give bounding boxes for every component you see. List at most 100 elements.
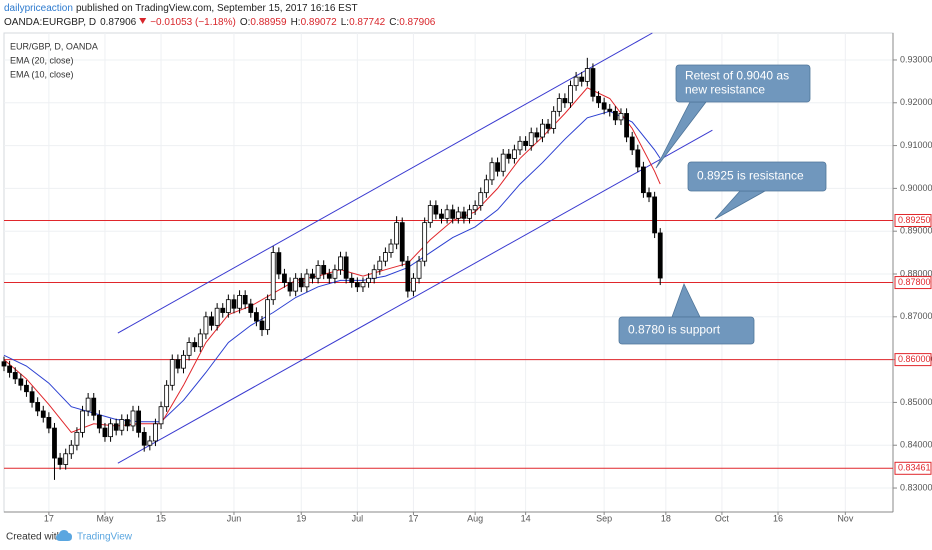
candle-body [506, 153, 512, 159]
candle-body [652, 196, 658, 234]
candle-body [573, 76, 579, 87]
candle-body [220, 307, 226, 313]
ohlc-key: O: [240, 17, 251, 28]
candle-body [147, 440, 153, 446]
level-label: 0.87800 [898, 277, 931, 287]
candle-body [270, 252, 276, 301]
callout-text: Retest of 0.9040 as [685, 69, 789, 83]
footer-text: Created with [6, 532, 62, 543]
y-tick-label: 0.83000 [900, 482, 932, 492]
candle-body [399, 222, 405, 262]
x-tick-label: 14 [521, 513, 531, 523]
candle-body [186, 342, 192, 356]
candle-body [141, 431, 147, 446]
candle-body [618, 113, 624, 121]
candle-body [641, 166, 646, 194]
y-tick-label: 0.93000 [900, 54, 932, 64]
candle-body [203, 316, 209, 335]
candle-body [596, 95, 601, 104]
candle-body [394, 222, 400, 245]
candle-body [276, 252, 282, 275]
candle-body [57, 457, 63, 465]
candle-body [388, 243, 394, 253]
level-label: 0.83461 [898, 463, 931, 473]
candle-body [657, 232, 663, 279]
candle-body [427, 205, 433, 224]
candle-body [377, 260, 383, 271]
candle-body [119, 419, 125, 431]
y-tick-label: 0.90000 [900, 183, 932, 193]
candle-body [80, 410, 85, 433]
channel-line [117, 32, 653, 334]
callout-text: 0.8780 is support [628, 323, 721, 337]
ohlc-value: 0.87742 [349, 17, 386, 28]
plot-frame [3, 32, 894, 513]
candle-body [332, 269, 338, 279]
candle-body [360, 282, 366, 288]
x-tick-label: May [96, 513, 114, 523]
candle-body [181, 354, 186, 369]
callout-text: 0.8925 is resistance [697, 169, 804, 183]
candle-body [12, 372, 18, 380]
candle-body [366, 277, 371, 283]
y-tick-label: 0.87000 [900, 311, 932, 321]
down-arrow [139, 18, 147, 24]
candle-body [242, 295, 248, 305]
candle-body [310, 273, 315, 279]
candle-body [209, 316, 214, 326]
candle-body [197, 333, 203, 348]
callout-box [675, 64, 811, 103]
candle-body [304, 273, 310, 288]
candle-body [607, 108, 613, 112]
candle-body [629, 136, 635, 151]
candle-body [265, 299, 271, 331]
ohlc-value: 0.87906 [399, 17, 436, 28]
candle-body [253, 312, 259, 322]
candle-body [124, 419, 130, 427]
candle-body [326, 273, 332, 279]
level-tag [894, 276, 932, 290]
candle-body [405, 260, 411, 292]
candle-body [214, 307, 220, 326]
candle-body [489, 162, 495, 181]
candle-body [153, 423, 158, 442]
candle-body [601, 102, 607, 110]
candle-body [91, 397, 97, 416]
y-tick-label: 0.91000 [900, 140, 932, 150]
candle-body [461, 211, 467, 219]
symbol: OANDA:EURGBP, D [4, 17, 96, 28]
candle-body [624, 113, 629, 138]
ohlc-value: 0.88959 [250, 17, 287, 28]
candle-body [534, 132, 540, 138]
candle-body [444, 209, 450, 219]
level-tag [894, 461, 932, 475]
candle-body [562, 98, 568, 104]
level-tag [894, 213, 932, 227]
level-tag [894, 353, 932, 367]
candle-body [411, 277, 416, 292]
candle-body [96, 414, 102, 429]
candle-body [483, 179, 489, 194]
channel-line [117, 129, 713, 464]
candle-body [113, 423, 119, 431]
symbol-text: OANDA:EURGBP, D 0.87906 −0.01053 (−1.18%) O… [4, 17, 436, 28]
candle-body [108, 423, 113, 438]
x-tick-label: 17 [44, 513, 54, 523]
candle-body [248, 303, 254, 313]
candle-body [52, 427, 57, 459]
candle-body [293, 277, 299, 292]
candle-body [590, 68, 596, 97]
author: dailypriceaction [4, 3, 73, 14]
candle-body [422, 222, 428, 262]
candle-body [164, 384, 170, 408]
candle-body [416, 260, 422, 279]
candle-body [175, 359, 181, 369]
candle-body [371, 269, 377, 279]
tv-logo [56, 530, 72, 541]
y-tick-label: 0.89000 [900, 226, 932, 236]
legend-entry: EMA (20, close) [10, 55, 74, 65]
callout-text: new resistance [685, 83, 765, 97]
y-tick-label: 0.92000 [900, 97, 932, 107]
candle-body [349, 277, 355, 283]
